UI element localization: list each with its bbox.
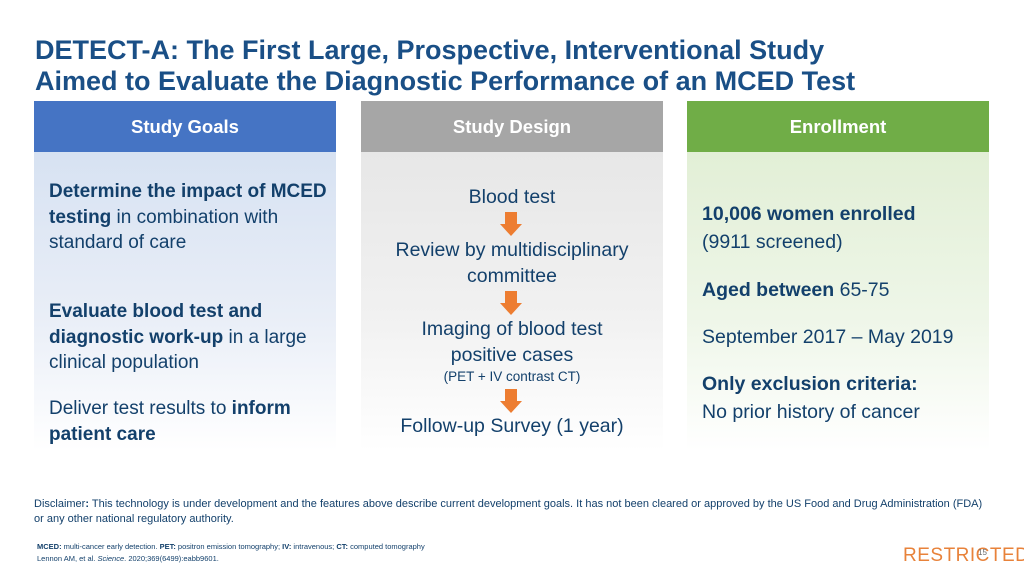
- page-title: DETECT-A: The First Large, Prospective, …: [35, 35, 995, 97]
- enrollment-panel: Enrollment 10,006 women enrolled (9911 s…: [687, 101, 989, 451]
- goal-item-impact-bold: Determine the impact of MCED testing: [49, 181, 327, 228]
- design-step-imaging: Imaging of blood test positive cases: [421, 318, 603, 366]
- citation-journal: Science: [97, 554, 125, 563]
- enrollment-age: Aged between 65-75: [702, 276, 987, 304]
- abbr-term: PET:: [159, 542, 176, 551]
- enrollment-header: Enrollment: [687, 101, 989, 152]
- references: MCED: multi-cancer early detection. PET:…: [37, 541, 737, 565]
- abbr-term: IV:: [282, 542, 292, 551]
- study-goals-header: Study Goals: [34, 101, 336, 152]
- goal-item-evaluate-bold: Evaluate blood test and diagnostic work-…: [49, 301, 263, 348]
- enrollment-exclusion-value: No prior history of cancer: [702, 401, 920, 423]
- goal-item-evaluate-rest: in a large clinical population: [49, 326, 307, 374]
- restricted-label: RESTRICTED: [903, 545, 1024, 566]
- abbreviations: MCED: multi-cancer early detection. PET:…: [37, 541, 737, 553]
- abbr-def: multi-cancer early detection.: [61, 542, 160, 551]
- disclaimer-text: This technology is under development and…: [34, 498, 983, 525]
- design-step-imaging-note: (PET + IV contrast CT): [443, 369, 581, 384]
- abbr-term: MCED:: [37, 542, 62, 551]
- disclaimer: Disclaimer: This technology is under dev…: [34, 497, 994, 527]
- page-title-line-1: DETECT-A: The First Large, Prospective, …: [35, 35, 825, 65]
- goal-item-impact: Determine the impact of MCED testing in …: [49, 179, 329, 256]
- enrollment-body: 10,006 women enrolled (9911 screened) Ag…: [687, 152, 989, 451]
- abbr-def: intravenous;: [291, 542, 337, 551]
- goal-item-deliver-prefix: Deliver test results to: [49, 398, 232, 419]
- page-number: 15: [978, 548, 987, 557]
- study-design-header: Study Design: [361, 101, 663, 152]
- design-step-follow-up: Follow-up Survey (1 year): [400, 415, 624, 437]
- citation-details: . 2020;369(6499):eabb9601.: [124, 554, 219, 563]
- enrollment-count-bold: 10,006 women enrolled: [702, 203, 916, 225]
- goal-item-evaluate: Evaluate blood test and diagnostic work-…: [49, 299, 329, 376]
- study-goals-panel: Study Goals Determine the impact of MCED…: [34, 101, 336, 451]
- enrollment-age-bold: Aged between: [702, 279, 835, 301]
- study-design-body: Blood test Review by multidisciplinary c…: [361, 152, 663, 451]
- enrollment-exclusion-bold: Only exclusion criteria:: [702, 373, 918, 395]
- abbr-def: computed tomography: [348, 542, 425, 551]
- down-arrow-icon: [500, 389, 522, 413]
- enrollment-age-value: 65-75: [834, 279, 890, 301]
- enrollment-exclusion: Only exclusion criteria: No prior histor…: [702, 370, 987, 426]
- disclaimer-colon: :: [85, 498, 90, 510]
- enrollment-screened: (9911 screened): [702, 231, 843, 253]
- design-step-review: Review by multidisciplinary committee: [395, 239, 629, 287]
- goal-item-impact-rest: in combination with standard of care: [49, 206, 279, 254]
- down-arrow-icon: [500, 212, 522, 236]
- study-design-panel: Study Design Blood test Review by multid…: [361, 101, 663, 451]
- goal-item-deliver: Deliver test results to inform patient c…: [49, 396, 329, 447]
- citation-authors: Lennon AM, et al.: [37, 554, 98, 563]
- enrollment-count: 10,006 women enrolled (9911 screened): [702, 200, 987, 256]
- abbr-term: CT:: [336, 542, 349, 551]
- abbr-def: positron emission tomography;: [175, 542, 283, 551]
- page-title-line-2: Aimed to Evaluate the Diagnostic Perform…: [35, 66, 856, 96]
- down-arrow-icon: [500, 291, 522, 315]
- design-step-blood-test: Blood test: [468, 186, 556, 208]
- disclaimer-label: Disclaimer: [34, 498, 86, 510]
- study-goals-body: Determine the impact of MCED testing in …: [34, 152, 336, 451]
- citation: Lennon AM, et al. Science. 2020;369(6499…: [37, 553, 737, 565]
- enrollment-dates: September 2017 – May 2019: [702, 326, 954, 348]
- goal-item-deliver-bold: inform patient care: [49, 398, 291, 445]
